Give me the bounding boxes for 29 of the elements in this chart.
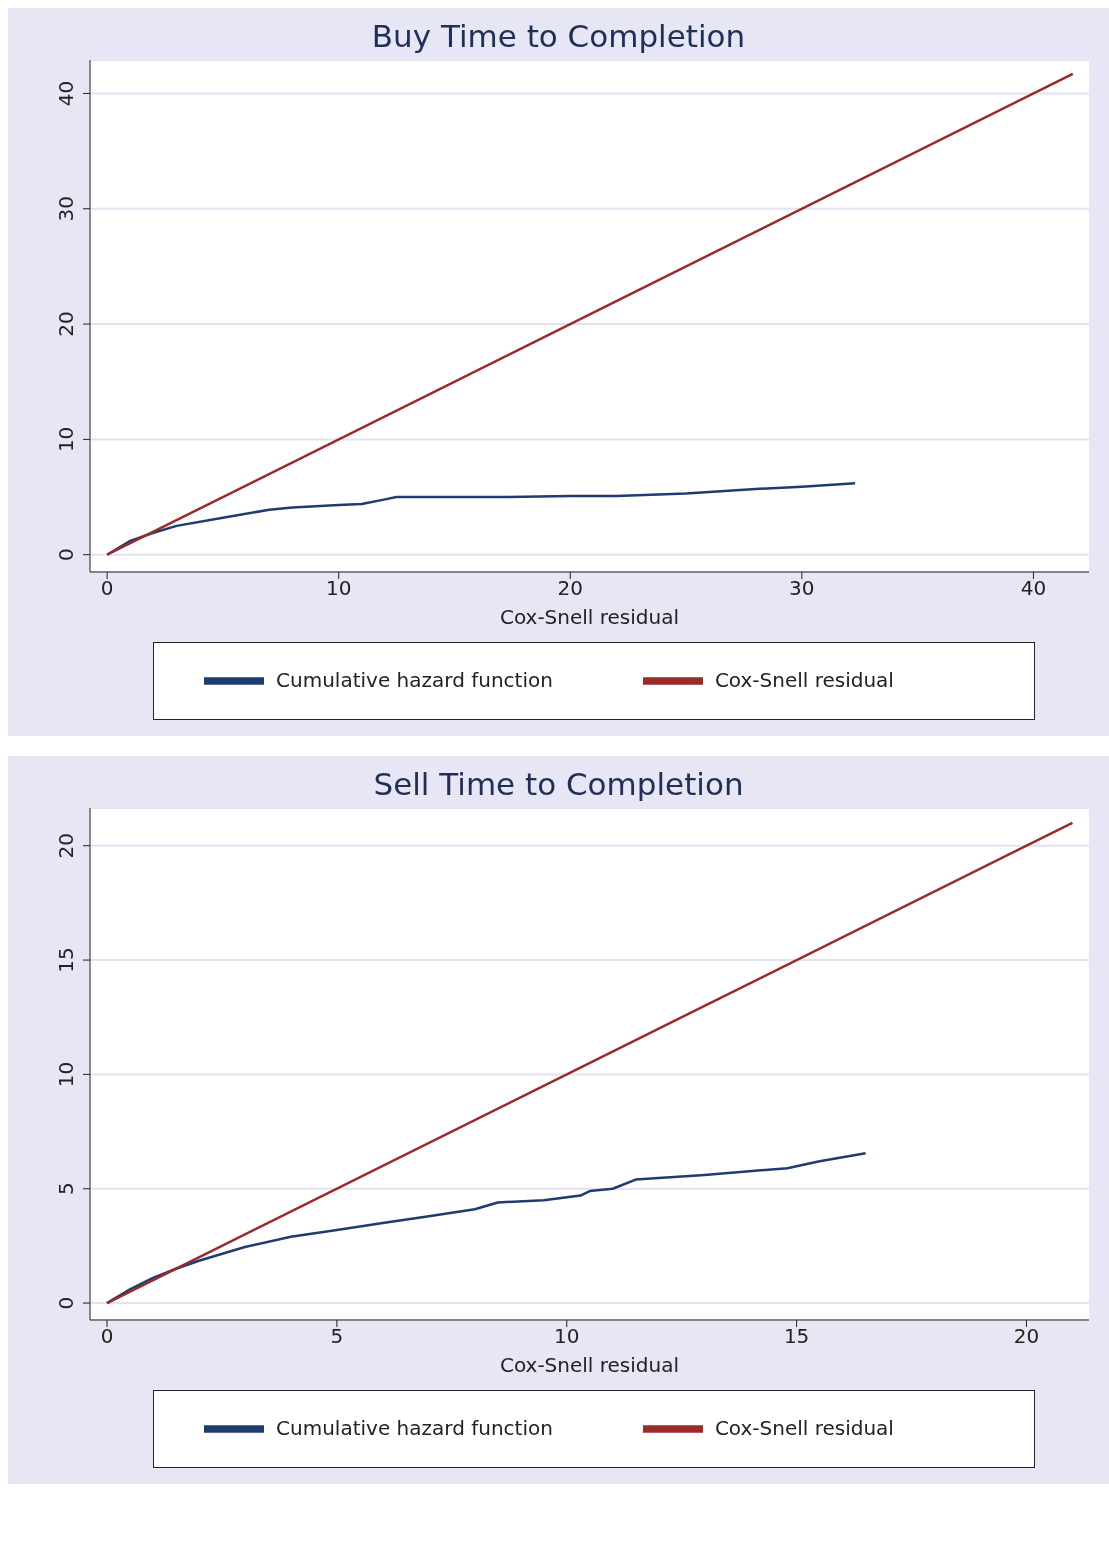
y-tick-label: 15 — [54, 947, 78, 973]
x-tick-label: 30 — [789, 576, 815, 601]
x-tick-label: 15 — [783, 1324, 810, 1349]
x-tick-label: 10 — [554, 1324, 580, 1349]
x-tick-label: 0 — [100, 576, 114, 601]
y-tick-label: 0 — [54, 1296, 78, 1310]
y-tick-label: 10 — [54, 1061, 78, 1088]
y-tick-label: 40 — [54, 80, 78, 107]
x-tick-label: 5 — [330, 1324, 344, 1349]
legend-label: Cumulative hazard function — [276, 667, 553, 692]
line-series — [105, 481, 857, 556]
x-tick-label: 20 — [1013, 1324, 1040, 1349]
legend-label: Cox-Snell residual — [714, 667, 894, 692]
y-tick-label: 20 — [54, 833, 78, 859]
y-tick-label: 30 — [54, 196, 78, 222]
x-tick-label: 10 — [325, 576, 352, 601]
chart-title: Sell Time to Completion — [372, 766, 745, 802]
y-tick-label: 0 — [54, 548, 78, 562]
x-tick-label: 20 — [557, 576, 584, 601]
x-axis-title: Cox-Snell residual — [499, 1353, 680, 1377]
x-tick-label: 0 — [100, 1324, 114, 1349]
x-tick-label: 40 — [1020, 576, 1047, 601]
y-tick-label: 20 — [54, 311, 78, 337]
legend-label: Cumulative hazard function — [276, 1415, 553, 1440]
chart-title: Buy Time to Completion — [370, 18, 747, 54]
x-axis-title: Cox-Snell residual — [499, 605, 680, 629]
y-tick-label: 10 — [54, 426, 78, 453]
legend-label: Cox-Snell residual — [714, 1415, 894, 1440]
y-tick-label: 5 — [54, 1182, 78, 1196]
